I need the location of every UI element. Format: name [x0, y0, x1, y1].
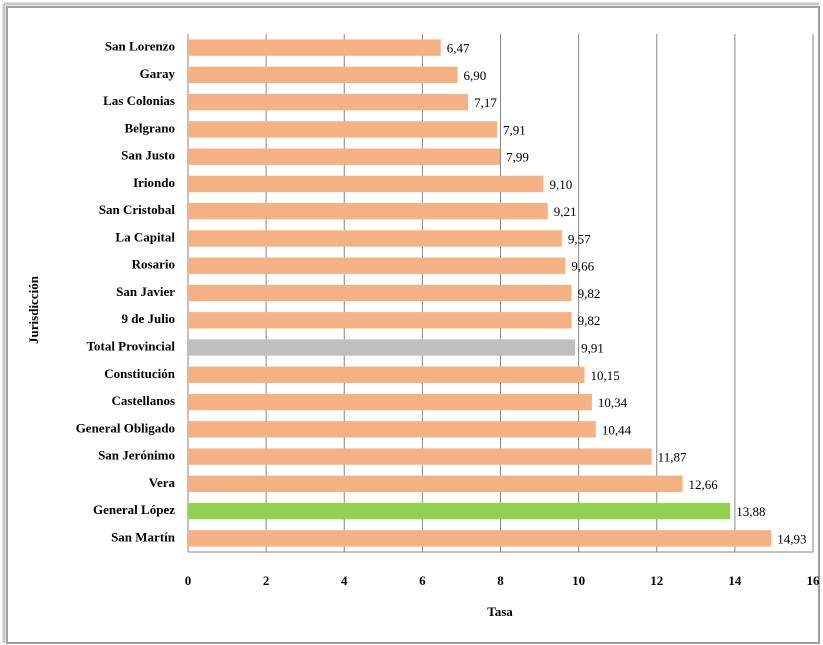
bar	[188, 448, 652, 465]
y-tick-label: San Cristobal	[99, 202, 176, 217]
x-tick-label: 12	[650, 573, 663, 588]
y-tick-label: 9 de Julio	[122, 311, 175, 326]
y-tick-label: Garay	[140, 66, 176, 81]
bar	[188, 39, 441, 56]
bar	[188, 366, 585, 383]
x-tick-label: 8	[497, 573, 504, 588]
x-tick-label: 4	[341, 573, 348, 588]
data-label: 12,66	[689, 477, 719, 492]
data-label: 13,88	[736, 504, 765, 519]
data-label: 9,21	[554, 204, 577, 219]
data-label: 9,10	[549, 177, 572, 192]
y-tick-label: San Martín	[111, 529, 176, 544]
bar	[188, 121, 497, 138]
data-label: 6,90	[464, 68, 487, 83]
data-label: 9,57	[568, 231, 591, 246]
bar	[188, 230, 562, 247]
bar	[188, 93, 469, 111]
data-label: 10,44	[602, 422, 632, 437]
y-tick-label: Las Colonias	[103, 93, 175, 108]
data-label: 7,99	[506, 150, 529, 165]
y-tick-label: General López	[93, 502, 175, 517]
y-axis-title: Jurisdicción	[26, 275, 41, 344]
data-label: 10,15	[590, 368, 619, 383]
y-tick-label: San Justo	[121, 148, 175, 163]
data-label: 9,82	[578, 313, 601, 328]
data-label: 9,91	[581, 341, 604, 356]
x-tick-label: 2	[263, 573, 270, 588]
bar	[188, 339, 576, 356]
y-tick-label: Total Provincial	[87, 339, 176, 354]
y-tick-label: Iriondo	[133, 175, 175, 190]
y-tick-label: Rosario	[132, 257, 175, 272]
y-tick-label: Constitución	[104, 366, 176, 381]
y-tick-label: La Capital	[115, 229, 175, 244]
x-tick-label: 0	[185, 573, 192, 588]
data-label: 14,93	[777, 531, 806, 546]
y-tick-label: San Lorenzo	[105, 39, 175, 54]
data-label: 7,17	[474, 95, 497, 110]
bar	[188, 393, 592, 411]
data-label: 6,47	[447, 41, 470, 56]
x-axis-title: Tasa	[487, 604, 513, 619]
x-tick-label: 10	[572, 573, 585, 588]
bar	[188, 175, 544, 193]
y-tick-label: Belgrano	[124, 120, 175, 135]
data-label: 10,34	[598, 395, 628, 410]
bar	[188, 475, 683, 493]
data-label: 9,66	[571, 259, 594, 274]
y-tick-label: Castellanos	[111, 393, 175, 408]
bar	[188, 284, 572, 302]
bar	[188, 502, 731, 520]
data-label: 9,82	[578, 286, 601, 301]
y-tick-label: San Javier	[116, 284, 175, 299]
bar	[188, 312, 572, 329]
bar	[188, 66, 458, 84]
bar	[188, 530, 772, 547]
y-tick-label: Vera	[149, 475, 176, 490]
y-tick-label: General Obligado	[76, 420, 175, 435]
x-tick-label: 6	[419, 573, 426, 588]
data-label: 11,87	[658, 450, 687, 465]
x-tick-label: 16	[807, 573, 821, 588]
bar	[188, 421, 596, 438]
data-label: 7,91	[503, 122, 526, 137]
y-tick-label: San Jerónimo	[98, 448, 175, 463]
bar	[188, 148, 501, 165]
bar	[188, 203, 548, 220]
bar	[188, 257, 566, 274]
x-tick-label: 14	[728, 573, 742, 588]
